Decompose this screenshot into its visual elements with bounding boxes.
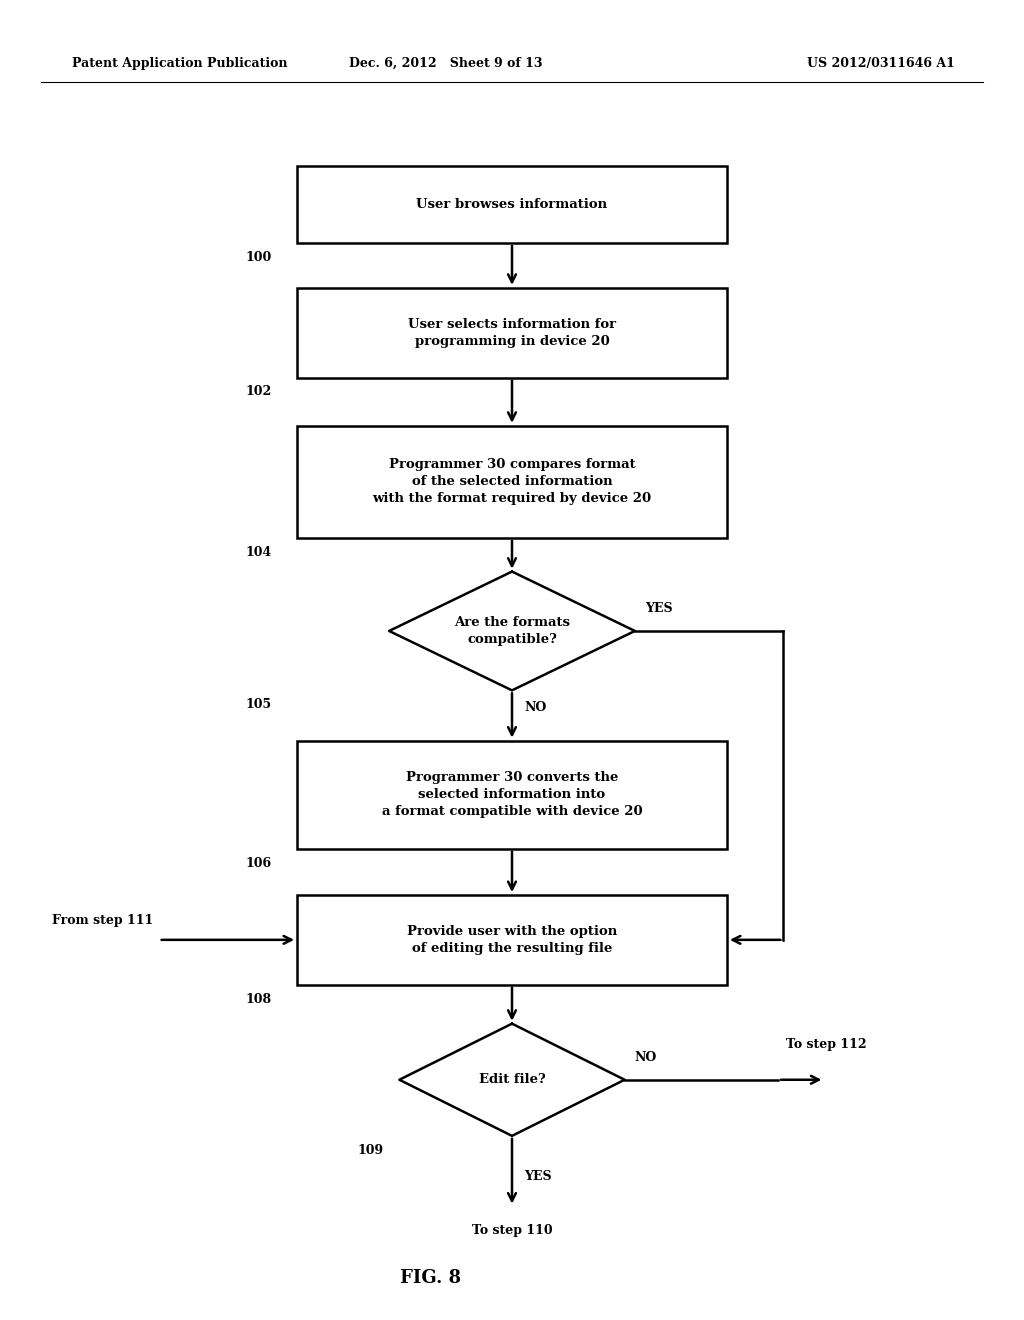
Text: 102: 102 [245, 385, 271, 399]
Text: To step 110: To step 110 [472, 1224, 552, 1237]
Text: Programmer 30 compares format
of the selected information
with the format requir: Programmer 30 compares format of the sel… [373, 458, 651, 506]
Text: From step 111: From step 111 [52, 913, 154, 927]
Text: Are the formats
compatible?: Are the formats compatible? [454, 616, 570, 645]
Bar [297, 425, 727, 539]
Text: 108: 108 [245, 993, 271, 1006]
Text: Patent Application Publication: Patent Application Publication [72, 57, 287, 70]
Text: 100: 100 [245, 251, 271, 264]
Text: 105: 105 [245, 698, 271, 711]
Text: Dec. 6, 2012   Sheet 9 of 13: Dec. 6, 2012 Sheet 9 of 13 [349, 57, 542, 70]
Text: 104: 104 [245, 546, 271, 558]
Bar [297, 166, 727, 243]
Text: Programmer 30 converts the
selected information into
a format compatible with de: Programmer 30 converts the selected info… [382, 771, 642, 818]
Text: 109: 109 [357, 1143, 384, 1156]
Text: User browses information: User browses information [417, 198, 607, 211]
Bar [297, 741, 727, 849]
Text: Provide user with the option
of editing the resulting file: Provide user with the option of editing … [407, 925, 617, 954]
Text: 106: 106 [245, 857, 271, 870]
Text: User selects information for
programming in device 20: User selects information for programming… [408, 318, 616, 347]
Text: NO: NO [524, 701, 547, 714]
Text: FIG. 8: FIG. 8 [399, 1269, 461, 1287]
Text: YES: YES [645, 602, 673, 615]
Text: Edit file?: Edit file? [478, 1073, 546, 1086]
Text: US 2012/0311646 A1: US 2012/0311646 A1 [807, 57, 954, 70]
Text: To step 112: To step 112 [786, 1038, 867, 1051]
Text: NO: NO [635, 1051, 657, 1064]
Text: YES: YES [524, 1170, 552, 1183]
Bar [297, 895, 727, 985]
Bar [297, 288, 727, 378]
